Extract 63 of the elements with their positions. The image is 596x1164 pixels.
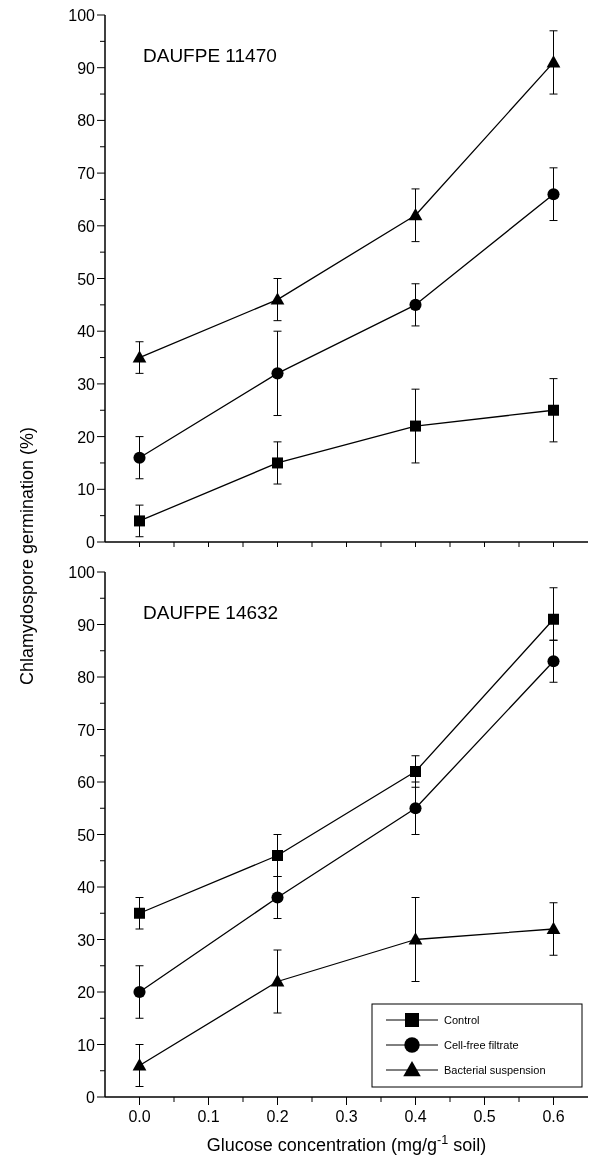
point bbox=[547, 655, 560, 668]
point bbox=[548, 404, 559, 416]
point bbox=[133, 985, 146, 999]
y-tick-label: 70 bbox=[77, 721, 96, 739]
y-axis-title: Chlamydospore germination (%) bbox=[17, 426, 37, 686]
point bbox=[271, 891, 284, 904]
x-tick-label: 0.4 bbox=[404, 1108, 427, 1125]
y-tick-label: 40 bbox=[77, 879, 96, 896]
y-tick-label: 100 bbox=[68, 7, 96, 24]
text: DAUFPE 11470 bbox=[143, 45, 277, 66]
y-tick-label: 10 bbox=[77, 1036, 96, 1054]
point bbox=[409, 298, 422, 311]
y-tick-label: 40 bbox=[77, 323, 96, 341]
y-tick-label: 50 bbox=[77, 826, 96, 844]
point bbox=[410, 420, 421, 432]
y-tick-label: 100 bbox=[68, 564, 96, 581]
y-tick-label: 90 bbox=[77, 616, 96, 634]
point bbox=[134, 515, 145, 527]
point bbox=[548, 613, 559, 625]
point bbox=[409, 802, 422, 815]
y-tick-label: 70 bbox=[77, 165, 96, 183]
x-tick-label: 0.1 bbox=[197, 1108, 220, 1125]
legend-label: Cell-free filtrate bbox=[444, 1039, 519, 1051]
y-tick-label: 0 bbox=[86, 1089, 96, 1106]
point bbox=[546, 921, 561, 934]
y-tick-label: 80 bbox=[77, 669, 96, 686]
y-tick-label: 0 bbox=[86, 534, 96, 551]
point bbox=[270, 292, 285, 305]
y-tick-label: 90 bbox=[77, 59, 96, 77]
point bbox=[134, 907, 145, 919]
y-tick-label: 30 bbox=[77, 931, 96, 949]
y-tick-label: 60 bbox=[77, 217, 96, 235]
point bbox=[546, 55, 561, 68]
x-tick-label: 0.3 bbox=[335, 1108, 358, 1125]
legend-label: Control bbox=[444, 1014, 480, 1026]
point bbox=[270, 974, 285, 987]
legend-item: Cell-free filtrate bbox=[385, 1037, 519, 1053]
y-tick-label: 50 bbox=[77, 270, 96, 288]
y-tick-label: 20 bbox=[77, 984, 96, 1001]
x-tick-label: 0.2 bbox=[266, 1108, 289, 1125]
x-tick-label: 0.0 bbox=[128, 1108, 151, 1125]
point bbox=[408, 932, 423, 945]
point bbox=[272, 850, 283, 861]
legend-item: Control bbox=[385, 1013, 480, 1027]
point bbox=[272, 457, 283, 469]
x-axis-title: Glucose concentration (mg/g$^{-1}$ soil) bbox=[206, 1133, 487, 1155]
point bbox=[408, 208, 423, 221]
point bbox=[547, 188, 560, 201]
x-tick-label: 0.5 bbox=[473, 1108, 496, 1125]
point bbox=[271, 367, 284, 380]
point bbox=[410, 766, 421, 777]
legend-label: Bacterial suspension bbox=[444, 1064, 546, 1076]
x-tick-label: 0.6 bbox=[542, 1108, 565, 1125]
point bbox=[132, 1058, 147, 1071]
y-tick-label: 20 bbox=[77, 428, 96, 446]
text: DAUFPE 14632 bbox=[143, 602, 279, 623]
y-tick-label: 30 bbox=[77, 375, 96, 393]
y-tick-label: 10 bbox=[77, 481, 96, 499]
y-tick-label: 80 bbox=[77, 112, 96, 130]
y-tick-label: 60 bbox=[77, 774, 96, 791]
legend-item: Bacterial suspension bbox=[385, 1060, 546, 1077]
point bbox=[133, 451, 146, 464]
point bbox=[132, 350, 147, 363]
